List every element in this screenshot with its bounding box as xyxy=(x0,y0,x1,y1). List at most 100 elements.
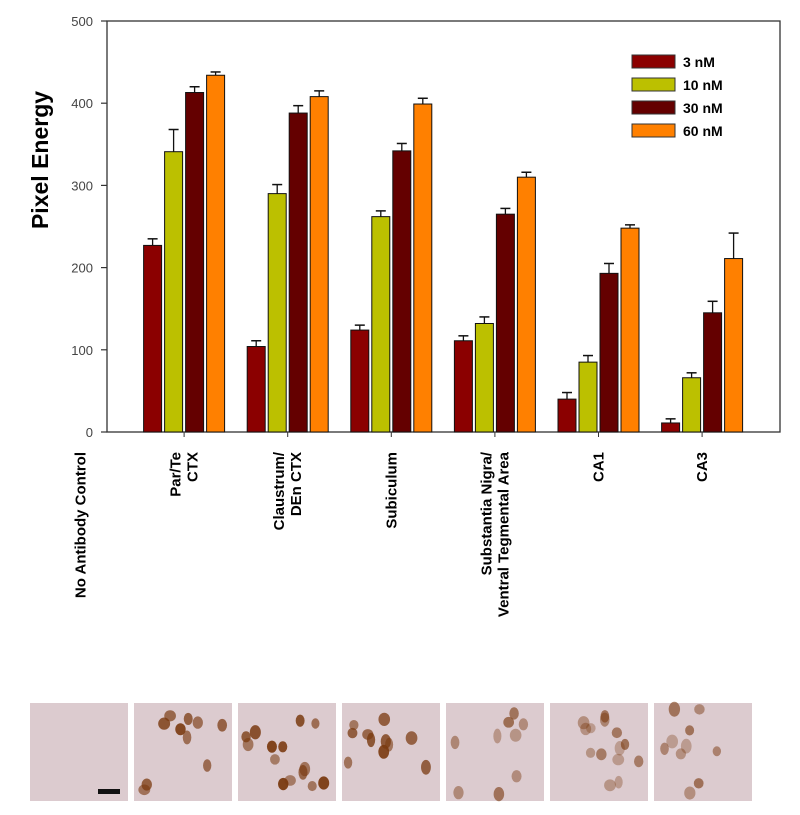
plot-frame xyxy=(106,20,781,433)
stained-cell xyxy=(604,779,616,792)
bar-3-nM-6 xyxy=(661,422,681,433)
category-label: Par/Te xyxy=(168,452,185,497)
stained-cell xyxy=(318,776,330,790)
y-tick-label: 100 xyxy=(71,343,93,358)
stained-cell xyxy=(612,753,625,766)
bars xyxy=(143,71,744,433)
bar-10-nM-4 xyxy=(474,322,494,433)
bar-60-nM-2 xyxy=(309,96,329,433)
micrograph xyxy=(238,703,336,801)
stained-cell xyxy=(349,719,359,731)
stained-cell xyxy=(217,718,228,732)
legend-label: 3 nM xyxy=(683,54,715,70)
micrograph xyxy=(550,703,648,801)
stained-cell xyxy=(138,784,151,796)
stained-cell xyxy=(660,742,669,756)
stained-cell xyxy=(666,734,679,749)
stained-cell xyxy=(270,754,280,765)
stained-cell xyxy=(421,759,431,775)
stained-cell xyxy=(509,728,522,742)
y-tick-label: 200 xyxy=(71,261,93,276)
bar-10-nM-3 xyxy=(371,216,391,433)
micrograph-tissue xyxy=(30,703,128,801)
stained-cell xyxy=(493,728,502,744)
category-label: No Antibody Control xyxy=(73,452,90,598)
stained-cell xyxy=(164,710,176,722)
bar-60-nM-5 xyxy=(620,227,640,433)
y-tick-label: 400 xyxy=(71,96,93,111)
bar-30-nM-5 xyxy=(599,272,619,433)
stained-cell xyxy=(694,704,705,715)
legend-label: 60 nM xyxy=(683,123,723,139)
stained-cell xyxy=(577,716,590,730)
bar-3-nM-2 xyxy=(246,346,266,433)
stained-cell xyxy=(596,748,607,761)
stained-cell xyxy=(712,746,722,757)
stained-cell xyxy=(685,725,695,736)
stained-cell xyxy=(266,740,277,753)
stained-cell xyxy=(366,732,376,748)
y-tick-label: 300 xyxy=(71,178,93,193)
stained-cell xyxy=(634,755,644,768)
stained-cell xyxy=(511,770,522,783)
bar-3-nM-3 xyxy=(350,329,370,433)
micrograph-tissue xyxy=(446,703,544,801)
stained-cell xyxy=(405,731,418,745)
legend: 3 nM 10 nM 30 nM 60 nM xyxy=(631,54,723,139)
category-label: CTX xyxy=(185,452,202,482)
micrograph xyxy=(134,703,232,801)
legend-swatch xyxy=(631,100,676,115)
category-label: Subiculum xyxy=(383,452,400,529)
category-label: DEn CTX xyxy=(288,452,305,516)
stained-cell xyxy=(249,725,261,740)
micrograph xyxy=(446,703,544,802)
category-label: Ventral Tegmental Area xyxy=(495,451,512,617)
stained-cell xyxy=(378,712,391,726)
stained-cell xyxy=(175,723,186,736)
stained-cell xyxy=(614,775,623,789)
legend-label: 10 nM xyxy=(683,77,723,93)
bar-60-nM-4 xyxy=(516,176,536,433)
category-label: Substantia Nigra/ xyxy=(478,451,495,575)
legend-swatch xyxy=(631,54,676,69)
legend-swatch xyxy=(631,77,676,92)
bar-30-nM-1 xyxy=(185,92,205,433)
micrograph-tissue xyxy=(654,703,752,801)
stained-cell xyxy=(378,744,390,759)
stained-cell xyxy=(347,727,358,739)
stained-cell xyxy=(182,730,192,745)
category-label: Claustrum/ xyxy=(271,451,288,530)
stained-cell xyxy=(493,787,505,802)
stained-cell xyxy=(311,718,320,729)
bar-10-nM-1 xyxy=(164,151,184,433)
stained-cell xyxy=(586,723,596,734)
stained-cell xyxy=(509,707,519,720)
bar-30-nM-6 xyxy=(703,312,723,433)
y-tick-label: 0 xyxy=(86,425,93,440)
bar-10-nM-6 xyxy=(682,377,702,433)
stained-cell xyxy=(450,735,460,750)
bar-60-nM-6 xyxy=(724,258,744,433)
axes: 0 100 200 300 400 500 Pixel Energy xyxy=(27,14,781,440)
category-labels: No Antibody Control Par/Te CTX Claustrum/DE… xyxy=(73,451,712,617)
micrograph-tissue xyxy=(342,703,440,801)
stained-cell xyxy=(585,747,596,758)
stained-cell xyxy=(580,722,592,736)
stained-cell xyxy=(693,778,704,789)
micrograph xyxy=(342,703,440,801)
bar-3-nM-5 xyxy=(557,398,577,433)
bar-60-nM-1 xyxy=(206,74,226,433)
bar-30-nM-3 xyxy=(392,150,412,433)
bar-10-nM-2 xyxy=(267,193,287,433)
category-label: CA3 xyxy=(694,452,711,482)
scale-bar xyxy=(98,789,120,794)
bar-3-nM-1 xyxy=(143,244,163,433)
stained-cell xyxy=(503,716,515,728)
stained-cell xyxy=(684,786,696,800)
bar-60-nM-3 xyxy=(413,103,433,433)
stained-cell xyxy=(278,741,288,753)
stained-cell xyxy=(611,727,623,739)
stained-cell xyxy=(680,738,692,754)
stained-cell xyxy=(675,748,687,760)
